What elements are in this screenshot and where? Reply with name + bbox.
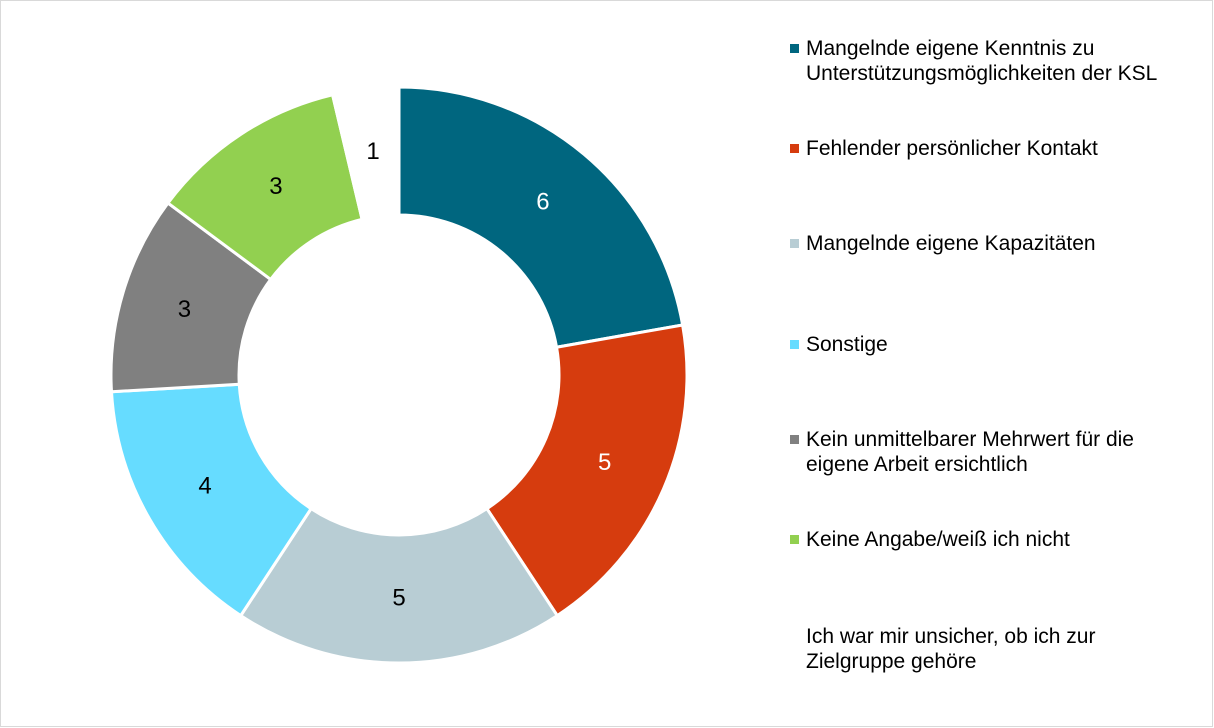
data-label: 3 — [269, 173, 282, 200]
donut-slice — [330, 85, 401, 222]
donut-slice — [484, 323, 689, 618]
legend-marker — [790, 535, 799, 544]
legend-label: Kein unmittelbarer Mehrwert für die eige… — [806, 428, 1134, 476]
legend-label: Ich war mir unsicher, ob ich zur Zielgru… — [806, 625, 1096, 673]
legend-label: Mangelnde eigene Kapazitäten — [806, 232, 1096, 255]
data-label: 5 — [392, 584, 405, 611]
legend-marker — [790, 44, 799, 53]
data-label: 5 — [598, 449, 611, 476]
donut-slice — [238, 506, 560, 665]
legend-item: Mangelnde eigene Kapazitäten — [790, 231, 1190, 256]
data-label: 3 — [178, 296, 191, 323]
legend-marker — [790, 144, 799, 153]
data-label: 4 — [198, 472, 211, 499]
legend-marker — [790, 239, 799, 248]
legend-item: Kein unmittelbarer Mehrwert für die eige… — [790, 427, 1190, 477]
donut-slice — [397, 85, 685, 349]
legend-label: Keine Angabe/weiß ich nicht — [806, 528, 1070, 551]
data-label: 1 — [366, 138, 379, 165]
legend-marker — [790, 340, 799, 349]
legend-item: Sonstige — [790, 332, 1190, 357]
legend-marker — [790, 632, 799, 641]
legend-label: Fehlender persönlicher Kontakt — [806, 137, 1098, 160]
legend-item: Fehlender persönlicher Kontakt — [790, 136, 1190, 161]
legend-item: Ich war mir unsicher, ob ich zur Zielgru… — [790, 624, 1190, 674]
legend-marker — [790, 435, 799, 444]
data-label: 6 — [536, 189, 549, 216]
legend-item: Keine Angabe/weiß ich nicht — [790, 527, 1190, 552]
legend-label: Mangelnde eigene Kenntnis zu Unterstützu… — [806, 37, 1158, 85]
legend-label: Sonstige — [806, 333, 888, 356]
legend-item: Mangelnde eigene Kenntnis zu Unterstützu… — [790, 36, 1190, 86]
